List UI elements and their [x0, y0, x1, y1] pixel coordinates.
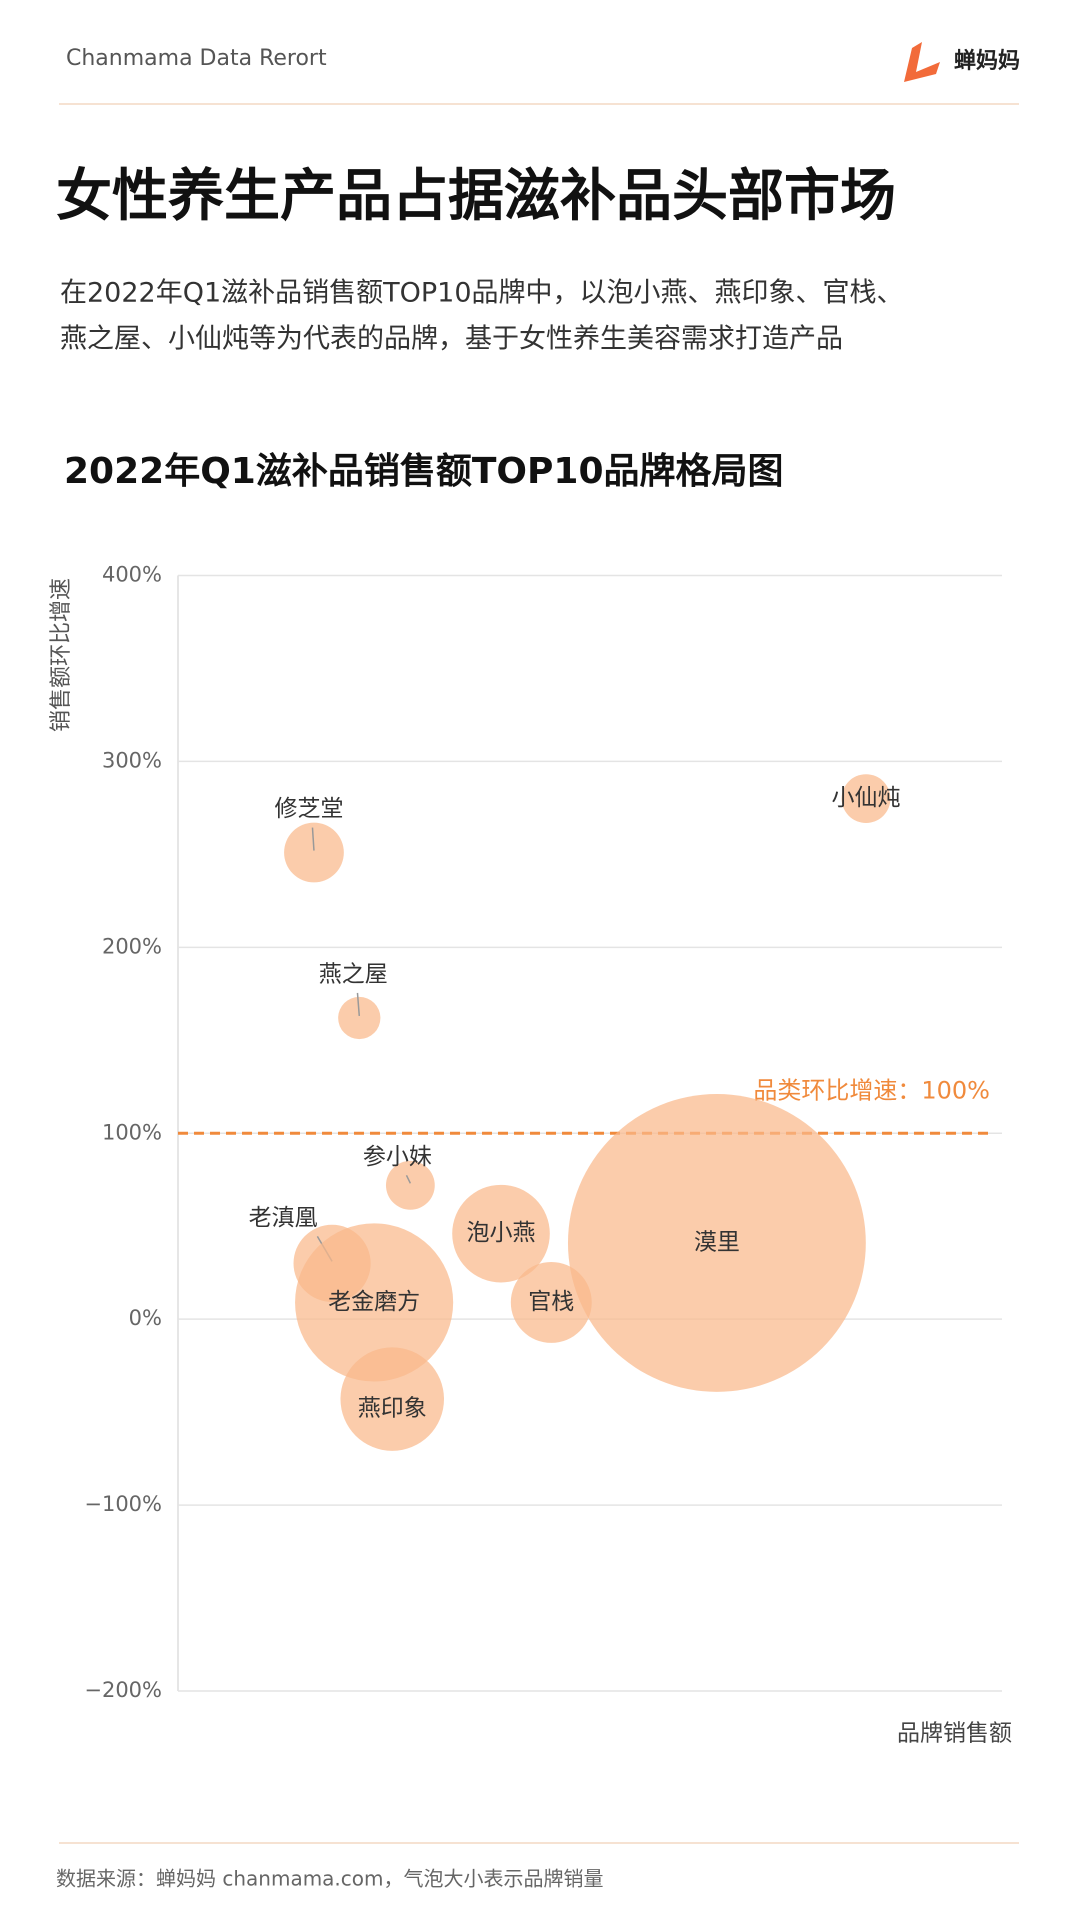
leader-line	[405, 1174, 412, 1184]
subtitle-line: 在2022年Q1滋补品销售额TOP10品牌中，以泡小燕、燕印象、官栈、	[60, 278, 904, 309]
logo-text: 蝉妈妈	[954, 48, 1020, 74]
bubble-label: 小仙炖	[832, 785, 901, 811]
y-tick-label: 400%	[102, 563, 162, 587]
bubble	[567, 1094, 866, 1392]
footer-source: 数据来源：蝉妈妈 chanmama.com，气泡大小表示品牌销量	[56, 1867, 604, 1891]
bubble-label: 漠里	[694, 1229, 740, 1255]
bubble	[284, 822, 344, 883]
bubble-label: 老金磨方	[328, 1289, 420, 1315]
x-axis-label: 品牌销售额	[897, 1721, 1012, 1747]
y-tick-label: 0%	[129, 1306, 162, 1330]
y-tick-label: 100%	[102, 1120, 162, 1144]
leader-line	[311, 827, 315, 851]
bubble	[510, 1261, 592, 1343]
bubble-label: 修芝堂	[274, 796, 343, 822]
bubble-label: 泡小燕	[467, 1220, 536, 1246]
logo-icon	[904, 42, 940, 82]
bubble-label: 官栈	[528, 1289, 574, 1315]
bubble	[340, 1347, 445, 1451]
y-tick-label: −200%	[84, 1678, 162, 1702]
y-tick-label: 200%	[102, 934, 162, 958]
page-title: 女性养生产品占据滋补品头部市场	[56, 164, 896, 229]
y-axis-label: 销售额环比增速	[49, 578, 74, 732]
brand-text: Chanmama Data Rerort	[66, 46, 327, 71]
bubble-label: 老滇凰	[249, 1205, 318, 1231]
chart-title: 2022年Q1滋补品销售额TOP10品牌格局图	[64, 451, 784, 492]
bubble-label: 参小妹	[363, 1144, 432, 1170]
y-tick-label: 300%	[102, 748, 162, 772]
bubble	[338, 996, 381, 1040]
bubble	[295, 1223, 454, 1382]
bubble	[385, 1160, 435, 1210]
reference-label: 品类环比增速：100%	[753, 1076, 990, 1104]
bubble	[841, 774, 891, 823]
bubble	[452, 1184, 550, 1283]
leader-line	[356, 992, 361, 1017]
bubble-label: 燕之屋	[319, 961, 388, 987]
subtitle-line: 燕之屋、小仙炖等为代表的品牌，基于女性养生美容需求打造产品	[60, 324, 843, 355]
bubble-label: 燕印象	[358, 1396, 427, 1422]
y-tick-label: −100%	[84, 1492, 162, 1516]
